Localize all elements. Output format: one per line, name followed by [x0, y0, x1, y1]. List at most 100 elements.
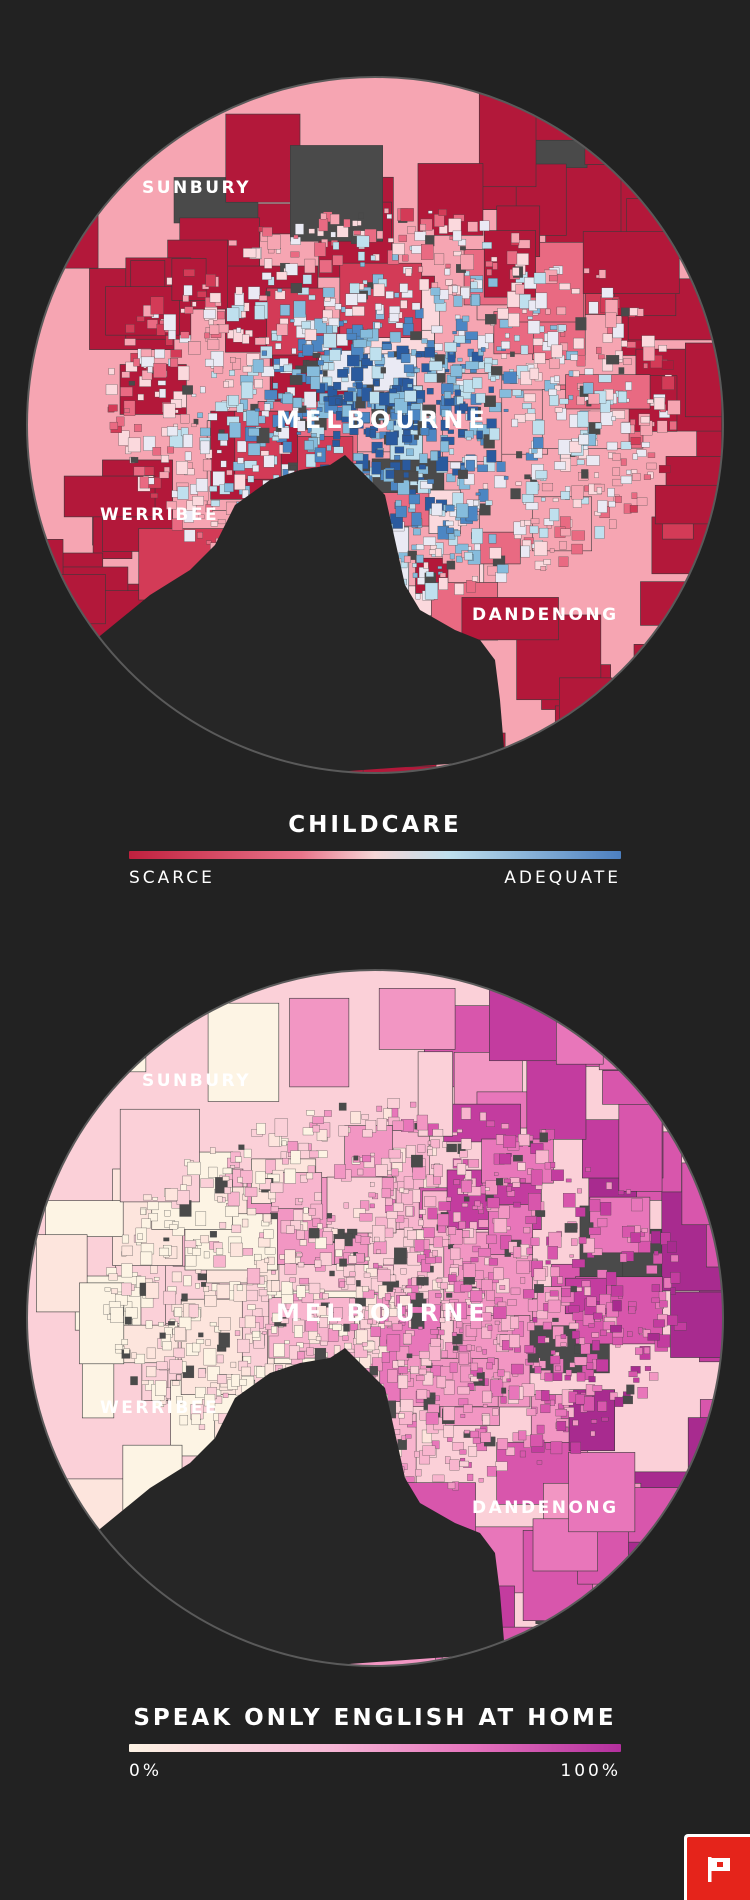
- suburb-cell: [470, 1430, 479, 1438]
- suburb-cell: [263, 455, 275, 468]
- suburb-cell: [360, 1236, 371, 1245]
- suburb-cell: [596, 1359, 609, 1372]
- suburb-cell: [386, 1284, 393, 1292]
- suburb-cell: [203, 309, 216, 319]
- suburb-cell: [459, 1150, 468, 1158]
- suburb-cell: [488, 386, 494, 393]
- suburb-cell: [425, 571, 434, 577]
- suburb-cell: [478, 1477, 484, 1483]
- suburb-cell: [618, 367, 625, 374]
- suburb-cell: [630, 437, 641, 445]
- region-cell: [526, 1051, 587, 1140]
- region-cell: [500, 758, 554, 773]
- suburb-cell: [449, 553, 455, 560]
- suburb-cell: [187, 1161, 201, 1176]
- suburb-cell: [584, 1286, 591, 1296]
- suburb-cell: [530, 1169, 543, 1186]
- suburb-cell: [308, 228, 315, 234]
- suburb-cell: [424, 582, 439, 600]
- suburb-cell: [415, 1375, 425, 1381]
- suburb-cell: [470, 1306, 482, 1320]
- suburb-cell: [468, 1446, 478, 1457]
- suburb-cell: [588, 1227, 601, 1235]
- suburb-cell: [464, 1429, 470, 1434]
- suburb-cell: [222, 1392, 229, 1398]
- suburb-cell: [197, 1273, 207, 1281]
- suburb-cell: [134, 1353, 145, 1364]
- suburb-cell: [653, 1250, 659, 1256]
- suburb-cell: [424, 1196, 437, 1207]
- suburb-cell: [213, 1255, 226, 1268]
- suburb-cell: [600, 1202, 612, 1216]
- suburb-cell: [550, 1441, 563, 1455]
- label-sunbury: SUNBURY: [142, 1071, 251, 1091]
- suburb-cell: [361, 358, 373, 367]
- suburb-cell: [571, 485, 584, 500]
- region-cell: [699, 1399, 723, 1494]
- suburb-cell: [527, 1353, 539, 1363]
- suburb-cell: [588, 1376, 596, 1383]
- suburb-cell: [192, 1342, 201, 1353]
- suburb-cell: [121, 1234, 129, 1244]
- suburb-cell: [641, 335, 655, 348]
- suburb-cell: [283, 364, 293, 372]
- suburb-cell: [123, 400, 136, 416]
- suburb-cell: [387, 351, 395, 358]
- suburb-cell: [209, 324, 220, 335]
- suburb-cell: [182, 385, 193, 395]
- suburb-cell: [420, 481, 433, 490]
- suburb-cell: [104, 1287, 111, 1292]
- suburb-cell: [258, 415, 266, 424]
- suburb-cell: [306, 1347, 314, 1356]
- suburb-cell: [242, 366, 252, 373]
- suburb-cell: [534, 1366, 542, 1374]
- suburb-cell: [180, 1184, 187, 1191]
- flag-button-face[interactable]: [687, 1837, 750, 1900]
- suburb-cell: [541, 497, 546, 502]
- suburb-cell: [499, 1285, 506, 1290]
- suburb-cell: [124, 1316, 132, 1325]
- suburb-cell: [203, 1348, 217, 1366]
- suburb-cell: [415, 593, 421, 600]
- suburb-cell: [554, 1365, 561, 1371]
- suburb-cell: [209, 1322, 217, 1327]
- suburb-cell: [526, 1408, 537, 1416]
- suburb-cell: [355, 1253, 365, 1263]
- suburb-cell: [574, 1356, 588, 1366]
- suburb-cell: [206, 540, 212, 545]
- suburb-cell: [602, 333, 613, 343]
- suburb-cell: [389, 312, 400, 322]
- suburb-cell: [205, 358, 214, 367]
- suburb-cell: [570, 354, 578, 361]
- suburb-cell: [276, 323, 288, 336]
- suburb-cell: [312, 352, 321, 358]
- suburb-cell: [329, 349, 341, 361]
- suburb-cell: [231, 1224, 242, 1233]
- suburb-cell: [427, 1404, 440, 1413]
- suburb-cell: [481, 1279, 493, 1291]
- suburb-cell: [428, 1290, 441, 1305]
- suburb-cell: [530, 1237, 540, 1246]
- suburb-cell: [247, 1208, 257, 1216]
- suburb-cell: [422, 1445, 436, 1456]
- suburb-cell: [177, 486, 189, 500]
- suburb-cell: [540, 566, 546, 571]
- suburb-cell: [576, 1287, 583, 1292]
- report-flag-button[interactable]: [684, 1834, 750, 1900]
- suburb-cell: [585, 1167, 591, 1172]
- suburb-cell: [125, 324, 135, 333]
- suburb-cell: [547, 1246, 558, 1260]
- suburb-cell: [532, 419, 545, 435]
- suburb-cell: [637, 308, 644, 317]
- suburb-cell: [495, 1461, 508, 1471]
- suburb-cell: [264, 389, 278, 400]
- suburb-cell: [208, 413, 218, 421]
- suburb-cell: [457, 1386, 470, 1395]
- suburb-cell: [111, 1288, 118, 1294]
- suburb-cell: [472, 377, 483, 389]
- suburb-cell: [177, 365, 190, 381]
- suburb-cell: [525, 481, 539, 495]
- suburb-cell: [212, 471, 225, 487]
- suburb-cell: [439, 1317, 446, 1323]
- suburb-cell: [301, 321, 311, 329]
